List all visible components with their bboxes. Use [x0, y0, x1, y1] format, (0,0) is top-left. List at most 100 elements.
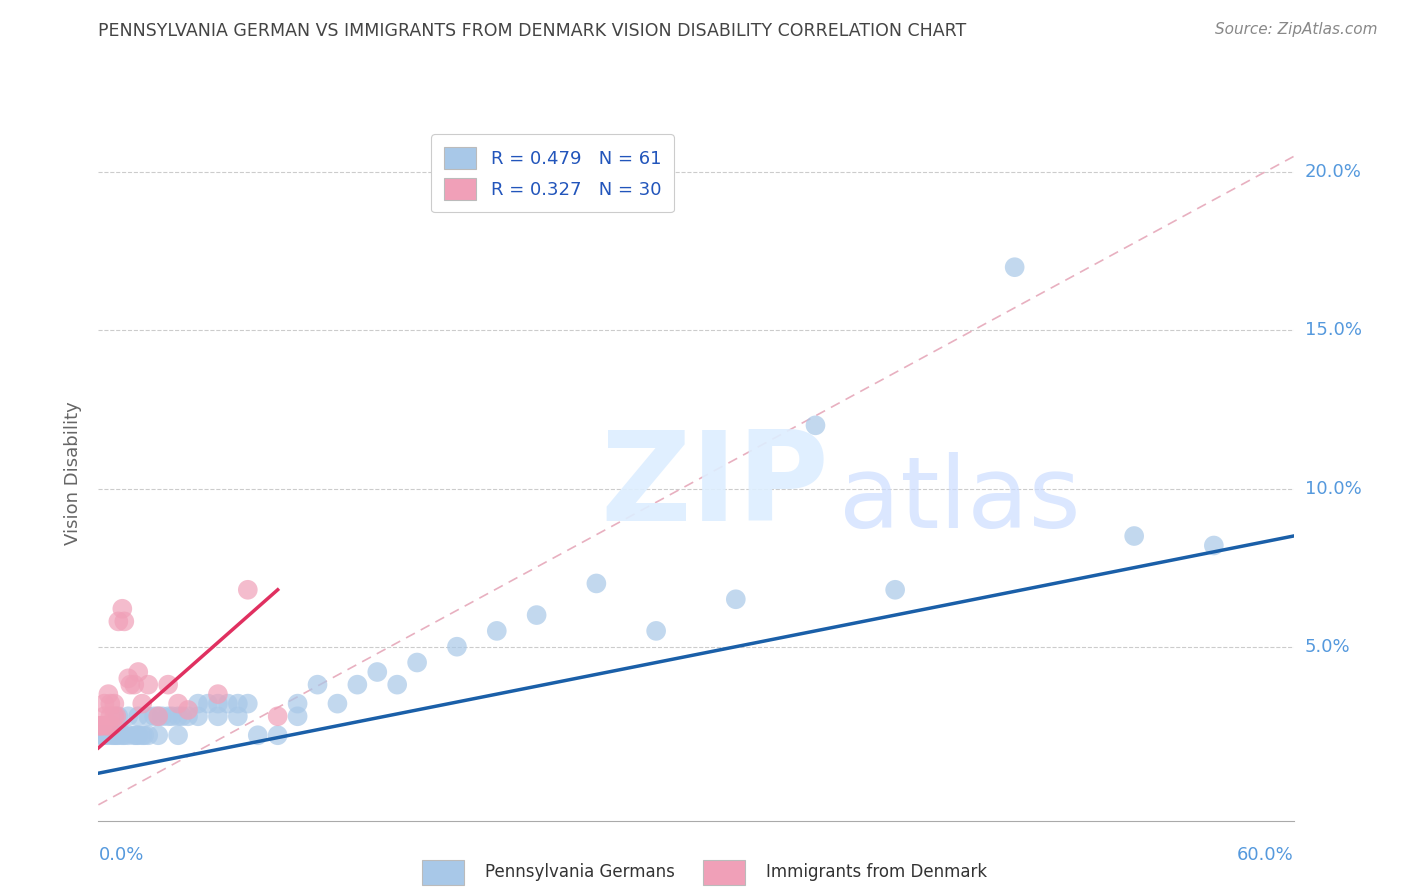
Point [136, 678, 159, 692]
Point [125, 728, 148, 742]
Point [326, 697, 349, 711]
Point [236, 582, 259, 597]
Text: 15.0%: 15.0% [1305, 321, 1361, 340]
Text: ZIP: ZIP [600, 426, 830, 547]
Point [167, 709, 190, 723]
Point [127, 728, 149, 742]
Point [197, 697, 219, 711]
Point [97, 728, 120, 742]
Point [645, 624, 668, 638]
Text: Source: ZipAtlas.com: Source: ZipAtlas.com [1215, 22, 1378, 37]
Point [446, 640, 468, 654]
Point [177, 709, 200, 723]
Point [385, 678, 409, 692]
Point [87, 728, 110, 742]
Point [101, 719, 124, 733]
Point [884, 582, 907, 597]
Point [98, 709, 122, 723]
Point [103, 728, 125, 742]
Point [177, 703, 200, 717]
Point [131, 728, 153, 742]
Point [526, 608, 548, 623]
Point [143, 709, 166, 723]
Point [136, 728, 159, 742]
Point [93, 728, 115, 742]
Point [287, 697, 309, 711]
Point [124, 728, 146, 742]
Point [167, 728, 190, 742]
Point [157, 678, 180, 692]
Point [120, 678, 142, 692]
Point [1123, 529, 1146, 543]
Point [346, 678, 368, 692]
Point [167, 697, 190, 711]
Point [307, 678, 329, 692]
Point [246, 728, 269, 742]
Point [111, 601, 134, 615]
Text: Pennsylvania Germans: Pennsylvania Germans [485, 863, 675, 881]
Legend: R = 0.479   N = 61, R = 0.327   N = 30: R = 0.479 N = 61, R = 0.327 N = 30 [432, 134, 673, 212]
Point [1202, 539, 1225, 553]
Point [93, 697, 115, 711]
Text: Immigrants from Denmark: Immigrants from Denmark [766, 863, 987, 881]
Point [89, 719, 111, 733]
Point [87, 719, 110, 733]
Point [112, 728, 135, 742]
Point [585, 576, 607, 591]
Text: atlas: atlas [839, 452, 1081, 549]
Text: 0.0%: 0.0% [98, 846, 143, 863]
Point [1004, 260, 1026, 275]
Y-axis label: Vision Disability: Vision Disability [65, 401, 83, 545]
Point [97, 687, 120, 701]
Point [105, 709, 128, 723]
Point [111, 728, 134, 742]
Point [287, 709, 309, 723]
Point [103, 697, 125, 711]
Text: 20.0%: 20.0% [1305, 163, 1361, 181]
Text: 60.0%: 60.0% [1237, 846, 1294, 863]
Point [236, 697, 259, 711]
Point [485, 624, 508, 638]
Point [105, 728, 128, 742]
Point [804, 418, 827, 433]
Text: 10.0%: 10.0% [1305, 480, 1361, 498]
Point [148, 728, 170, 742]
Text: PENNSYLVANIA GERMAN VS IMMIGRANTS FROM DENMARK VISION DISABILITY CORRELATION CHA: PENNSYLVANIA GERMAN VS IMMIGRANTS FROM D… [98, 22, 967, 40]
Point [150, 709, 173, 723]
Point [160, 709, 183, 723]
Point [148, 709, 170, 723]
Point [101, 728, 124, 742]
Point [96, 719, 118, 733]
Point [127, 709, 149, 723]
Point [134, 728, 156, 742]
Point [724, 592, 747, 607]
Point [107, 728, 129, 742]
Point [207, 687, 229, 701]
Point [157, 709, 180, 723]
Point [107, 709, 129, 723]
Point [91, 728, 114, 742]
Point [172, 709, 194, 723]
Point [107, 615, 129, 629]
Point [93, 709, 115, 723]
Point [267, 728, 290, 742]
Point [148, 709, 170, 723]
Point [187, 709, 209, 723]
Point [406, 656, 429, 670]
Point [103, 709, 125, 723]
Point [127, 665, 149, 679]
Point [226, 709, 249, 723]
Point [98, 697, 122, 711]
Point [124, 678, 146, 692]
Point [366, 665, 388, 679]
Point [207, 697, 229, 711]
Point [187, 697, 209, 711]
Point [117, 728, 139, 742]
Point [226, 697, 249, 711]
Point [117, 671, 139, 685]
Point [131, 697, 153, 711]
Point [91, 719, 114, 733]
Text: 5.0%: 5.0% [1305, 638, 1350, 656]
Point [112, 615, 135, 629]
Point [217, 697, 239, 711]
